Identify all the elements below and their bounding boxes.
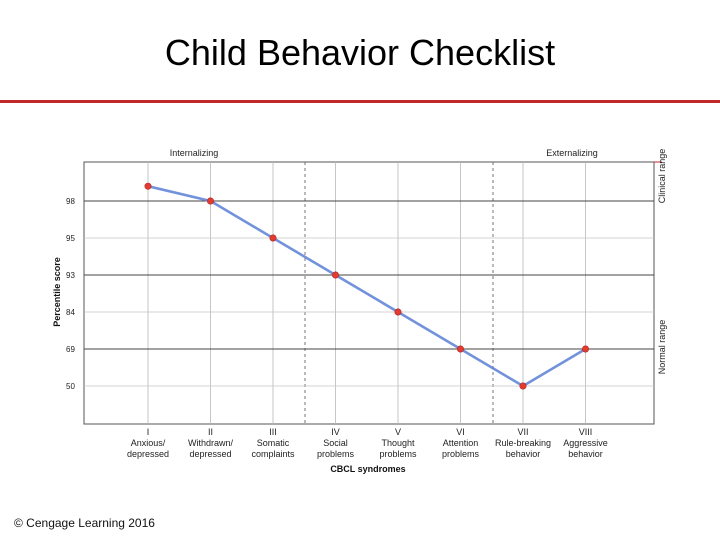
data-point xyxy=(456,345,464,353)
category-label-line2: problems xyxy=(442,449,480,459)
y-tick-label: 69 xyxy=(66,345,75,354)
data-point xyxy=(144,182,152,190)
copyright-footer: © Cengage Learning 2016 xyxy=(14,516,155,530)
category-label-line1: Social xyxy=(323,438,348,448)
normal-range-label: Normal range xyxy=(657,320,667,375)
category-label-line2: depressed xyxy=(189,449,231,459)
category-label-line1: Attention xyxy=(443,438,479,448)
category-label-line1: Anxious/ xyxy=(131,438,166,448)
category-numeral: IV xyxy=(331,427,340,437)
y-tick-label: 98 xyxy=(66,197,75,206)
category-numeral: VI xyxy=(456,427,465,437)
category-numeral: III xyxy=(269,427,277,437)
internalizing-label: Internalizing xyxy=(170,148,219,158)
category-label-line2: behavior xyxy=(506,449,541,459)
y-tick-label: 95 xyxy=(66,234,75,243)
category-label-line1: Rule-breaking xyxy=(495,438,551,448)
title-divider xyxy=(0,100,720,103)
category-numeral: I xyxy=(147,427,150,437)
data-point xyxy=(331,271,339,279)
data-point xyxy=(394,308,402,316)
clinical-range-label: Clinical range xyxy=(657,149,667,204)
category-label-line2: problems xyxy=(379,449,417,459)
x-axis-title: CBCL syndromes xyxy=(330,464,405,474)
series-line xyxy=(147,184,587,388)
y-axis-title: Percentile score xyxy=(52,257,62,327)
category-label-line2: problems xyxy=(317,449,355,459)
category-label-line1: Aggressive xyxy=(563,438,608,448)
data-point xyxy=(581,345,589,353)
category-label-line2: complaints xyxy=(251,449,295,459)
category-numeral: VIII xyxy=(579,427,593,437)
category-label-line1: Somatic xyxy=(257,438,290,448)
y-tick-label: 93 xyxy=(66,271,75,280)
data-point xyxy=(207,197,215,205)
category-label-line2: behavior xyxy=(568,449,603,459)
category-numeral: VII xyxy=(517,427,528,437)
externalizing-label: Externalizing xyxy=(546,148,598,158)
category-numeral: V xyxy=(395,427,401,437)
category-label-line1: Thought xyxy=(381,438,415,448)
slide-title: Child Behavior Checklist xyxy=(164,32,556,73)
data-point xyxy=(269,234,277,242)
plot-frame xyxy=(83,161,655,425)
category-label-line1: Withdrawn/ xyxy=(188,438,234,448)
y-tick-label: 84 xyxy=(66,308,75,317)
category-label-line2: depressed xyxy=(127,449,169,459)
category-numeral: II xyxy=(208,427,213,437)
data-point xyxy=(519,382,527,390)
y-tick-label: 50 xyxy=(66,382,75,391)
